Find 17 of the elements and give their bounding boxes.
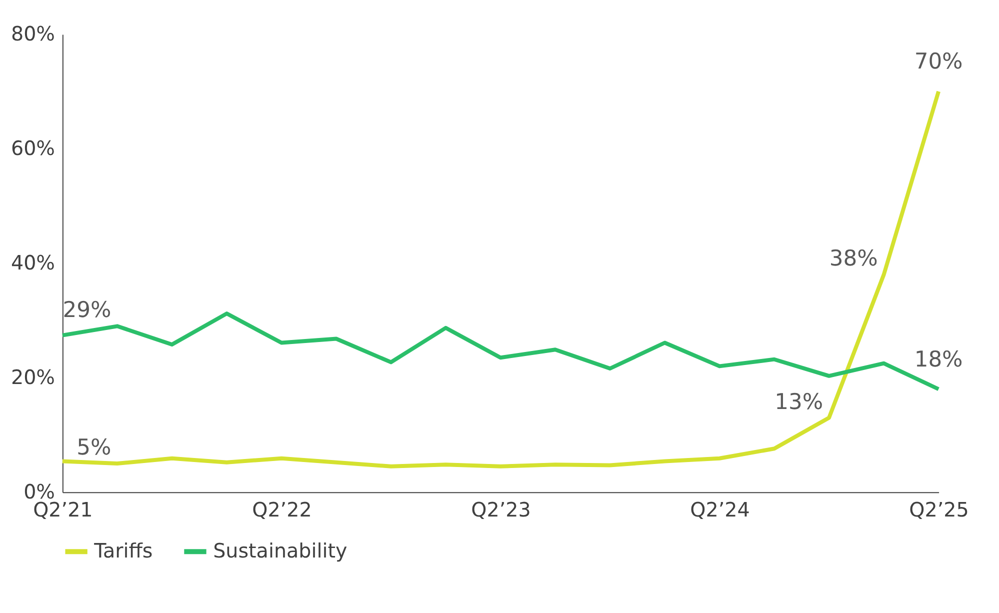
y-tick-label: 40%	[10, 252, 56, 275]
data-label: 13%	[774, 390, 824, 415]
x-tick-label: Q2’24	[690, 498, 750, 522]
x-tick-label: Q2’21	[33, 498, 93, 522]
y-tick-label: 80%	[10, 22, 56, 46]
data-label: 29%	[62, 298, 112, 324]
y-tick-label: 20%	[10, 366, 56, 390]
data-label: 70%	[914, 50, 963, 75]
legend-label: Sustainability	[213, 540, 348, 563]
legend-label: Tariffs	[93, 540, 153, 563]
y-tick-label: 60%	[10, 137, 56, 160]
x-tick-label: Q2’22	[252, 498, 312, 522]
data-label: 5%	[76, 436, 112, 461]
x-tick-label: Q2’23	[471, 498, 531, 522]
x-tick-label: Q2’25	[909, 498, 969, 522]
data-label: 38%	[829, 246, 878, 272]
data-label: 18%	[914, 347, 963, 372]
